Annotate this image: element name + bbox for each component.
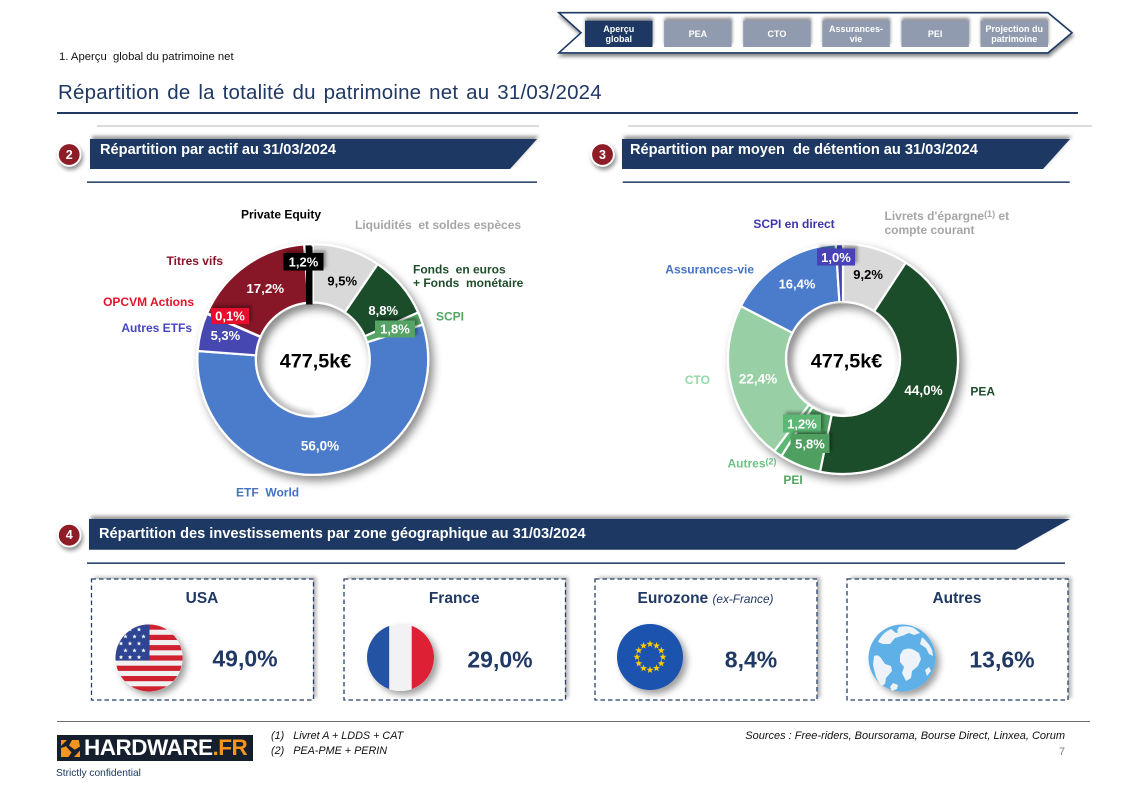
svg-text:OPCVM Actions: OPCVM Actions <box>103 295 194 309</box>
svg-text:1,0%: 1,0% <box>821 250 851 265</box>
svg-text:1,2%: 1,2% <box>289 255 319 270</box>
svg-text:56,0%: 56,0% <box>301 438 339 453</box>
svg-text:1,8%: 1,8% <box>380 322 410 337</box>
svg-text:9,2%: 9,2% <box>853 267 883 282</box>
svg-text:compte courant: compte courant <box>885 223 975 237</box>
svg-text:477,5k€: 477,5k€ <box>811 351 883 373</box>
svg-text:PEI: PEI <box>783 473 802 487</box>
svg-text:477,5k€: 477,5k€ <box>280 351 352 373</box>
svg-text:9,5%: 9,5% <box>327 274 357 289</box>
svg-text:1,2%: 1,2% <box>787 417 817 432</box>
svg-text:+ Fonds monétaire: + Fonds monétaire <box>413 276 524 290</box>
svg-text:SCPI en direct: SCPI en direct <box>753 217 834 231</box>
svg-text:5,8%: 5,8% <box>795 437 825 452</box>
svg-text:ETF World: ETF World <box>236 485 299 499</box>
svg-text:Liquidités et soldes espèces: Liquidités et soldes espèces <box>355 218 521 232</box>
svg-text:16,4%: 16,4% <box>779 277 816 292</box>
svg-text:Titres vifs: Titres vifs <box>167 254 224 268</box>
svg-text:Livrets d'épargne(1) et: Livrets d'épargne(1) et <box>885 209 1010 223</box>
svg-text:8,8%: 8,8% <box>368 303 398 318</box>
svg-text:PEA: PEA <box>970 385 995 399</box>
svg-text:SCPI: SCPI <box>436 310 464 324</box>
svg-text:44,0%: 44,0% <box>904 383 942 398</box>
svg-text:Autres(2): Autres(2) <box>727 456 776 470</box>
svg-text:Private Equity: Private Equity <box>241 208 321 222</box>
svg-text:17,2%: 17,2% <box>246 281 284 296</box>
svg-text:Fonds en euros: Fonds en euros <box>413 262 506 276</box>
svg-text:Assurances-vie: Assurances-vie <box>665 263 754 277</box>
svg-text:22,4%: 22,4% <box>739 372 777 387</box>
svg-text:0,1%: 0,1% <box>215 309 245 324</box>
svg-text:Autres ETFs: Autres ETFs <box>121 321 192 335</box>
svg-text:5,3%: 5,3% <box>211 328 241 343</box>
svg-text:CTO: CTO <box>685 373 710 387</box>
